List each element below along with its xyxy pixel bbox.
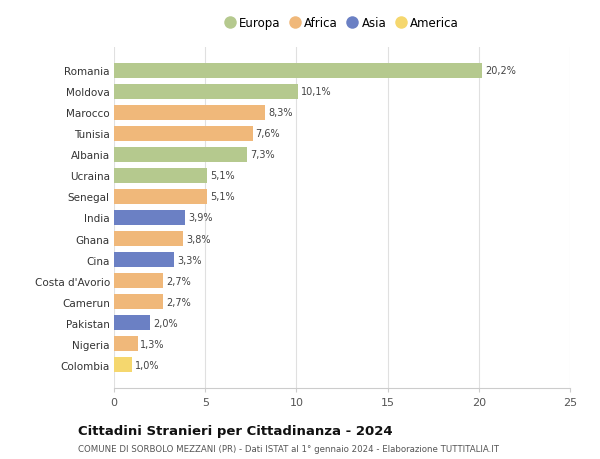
Text: 5,1%: 5,1% bbox=[210, 171, 235, 181]
Bar bbox=[114, 316, 151, 330]
Text: 2,0%: 2,0% bbox=[153, 318, 178, 328]
Text: 3,3%: 3,3% bbox=[177, 255, 202, 265]
Bar bbox=[114, 168, 207, 183]
Text: 2,7%: 2,7% bbox=[166, 276, 191, 286]
Text: COMUNE DI SORBOLO MEZZANI (PR) - Dati ISTAT al 1° gennaio 2024 - Elaborazione TU: COMUNE DI SORBOLO MEZZANI (PR) - Dati IS… bbox=[78, 444, 499, 453]
Bar bbox=[114, 211, 185, 225]
Bar bbox=[114, 358, 132, 372]
Legend: Europa, Africa, Asia, America: Europa, Africa, Asia, America bbox=[223, 15, 461, 33]
Text: 2,7%: 2,7% bbox=[166, 297, 191, 307]
Bar bbox=[114, 106, 265, 120]
Text: 3,8%: 3,8% bbox=[186, 234, 211, 244]
Bar bbox=[114, 253, 174, 268]
Bar bbox=[114, 274, 163, 288]
Text: 7,3%: 7,3% bbox=[250, 150, 275, 160]
Bar bbox=[114, 64, 482, 78]
Bar bbox=[114, 190, 207, 204]
Bar bbox=[114, 337, 138, 352]
Text: 3,9%: 3,9% bbox=[188, 213, 212, 223]
Text: Cittadini Stranieri per Cittadinanza - 2024: Cittadini Stranieri per Cittadinanza - 2… bbox=[78, 425, 392, 437]
Bar bbox=[114, 148, 247, 162]
Text: 10,1%: 10,1% bbox=[301, 87, 332, 97]
Text: 7,6%: 7,6% bbox=[256, 129, 280, 139]
Text: 1,0%: 1,0% bbox=[135, 360, 160, 370]
Bar bbox=[114, 127, 253, 141]
Text: 8,3%: 8,3% bbox=[268, 108, 293, 118]
Text: 20,2%: 20,2% bbox=[485, 66, 516, 76]
Text: 1,3%: 1,3% bbox=[140, 339, 165, 349]
Bar bbox=[114, 232, 184, 246]
Bar bbox=[114, 295, 163, 309]
Text: 5,1%: 5,1% bbox=[210, 192, 235, 202]
Bar bbox=[114, 84, 298, 99]
